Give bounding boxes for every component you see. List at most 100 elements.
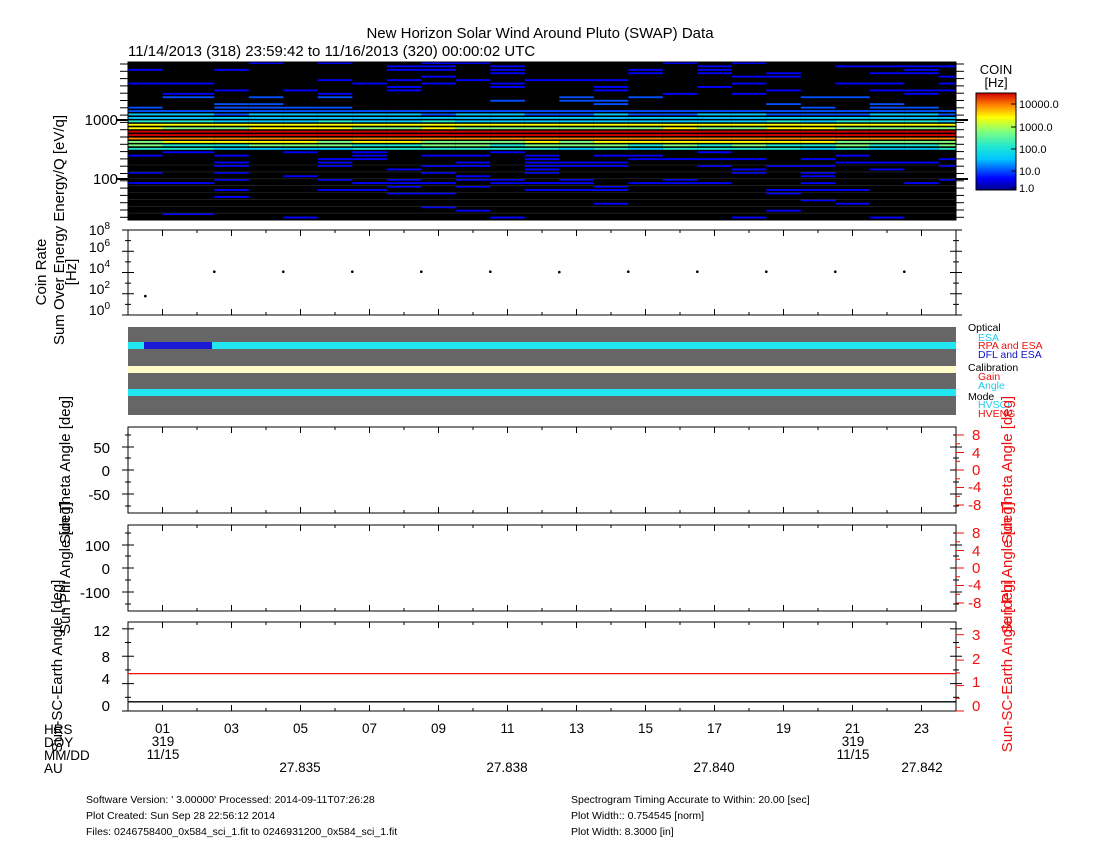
spectrogram-cell bbox=[593, 130, 629, 133]
spectrogram-cell bbox=[835, 110, 870, 112]
spectrogram-cell bbox=[524, 171, 560, 174]
spectrogram-cell bbox=[128, 182, 163, 185]
theta-right-tick-label: -8 bbox=[968, 497, 981, 514]
spectrogram-cell bbox=[214, 120, 249, 123]
spectrogram-cell bbox=[248, 110, 284, 112]
spectrogram-cell bbox=[869, 161, 905, 164]
sun-phi-ylabel-left: Sun Phi Angle [deg] bbox=[57, 502, 74, 634]
spectrogram-cell bbox=[128, 171, 163, 174]
spectrogram-cell bbox=[697, 120, 732, 123]
spectrogram-cell bbox=[662, 144, 698, 147]
colorbar-tick-label: 1000.0 bbox=[1019, 122, 1053, 134]
spectrogram-cell bbox=[490, 113, 525, 116]
spectrogram-cell bbox=[162, 137, 215, 140]
spectrogram-cell bbox=[455, 161, 491, 164]
spectrogram-cell bbox=[593, 189, 629, 191]
spectrogram-cell bbox=[283, 113, 318, 116]
spectrogram-cell bbox=[766, 130, 801, 133]
spectrogram-cell bbox=[662, 117, 698, 119]
spectrogram-cells bbox=[128, 62, 957, 219]
spectrogram-cell bbox=[455, 130, 491, 133]
phi-right-tick-label: 0 bbox=[972, 560, 980, 577]
spectrogram-cell bbox=[938, 113, 957, 116]
spectrogram-cell bbox=[800, 165, 836, 167]
spectrogram-cell bbox=[248, 96, 284, 99]
colorbar-title: COIN bbox=[980, 62, 1013, 77]
phi-right-tick-label: -4 bbox=[968, 577, 981, 594]
spectrogram-cell bbox=[317, 113, 353, 116]
spectrogram-cell bbox=[904, 106, 939, 109]
hrs-label: 15 bbox=[638, 721, 653, 736]
spectrogram-cell bbox=[214, 110, 249, 112]
spectrogram-cell bbox=[731, 92, 767, 95]
spectrogram-cell bbox=[214, 137, 249, 140]
spectrogram-cell bbox=[662, 120, 698, 123]
spectrogram-cell bbox=[162, 213, 215, 215]
sce-ytick-label: 4 bbox=[102, 671, 110, 688]
coin-rate-point bbox=[213, 270, 216, 274]
spectrogram-cell bbox=[283, 144, 318, 147]
spectrogram-cell bbox=[593, 147, 629, 150]
spectrogram-cell bbox=[128, 134, 163, 136]
spectrogram-cell bbox=[869, 123, 905, 126]
spectrogram-cell bbox=[317, 189, 353, 191]
spectrogram-cell bbox=[248, 62, 284, 64]
spectrogram-cell bbox=[559, 137, 594, 140]
legend-hvsci: HVSCI bbox=[978, 399, 1010, 411]
xaxis-row-mmdd: MM/DD bbox=[44, 748, 90, 763]
spectrogram-cell bbox=[800, 106, 836, 109]
sun-theta-ylabel-left: Sun Theta Angle [deg] bbox=[57, 396, 74, 544]
spectrogram-cell bbox=[524, 79, 560, 82]
spectrogram-cell bbox=[835, 189, 870, 191]
spectrogram-cell bbox=[628, 72, 663, 75]
spectrogram-cell bbox=[800, 144, 836, 147]
spectrogram-cell bbox=[317, 137, 353, 140]
spectrogram-cell bbox=[283, 123, 318, 126]
spectrogram-cell bbox=[162, 144, 215, 147]
spectrogram-cell bbox=[559, 141, 594, 143]
spectrogram-cell bbox=[938, 127, 957, 130]
spectrogram-cell bbox=[386, 141, 422, 143]
hrs-label: 17 bbox=[707, 721, 722, 736]
spectrogram-cell bbox=[938, 158, 957, 161]
spectrogram-cell bbox=[628, 110, 663, 112]
spectrogram-cell bbox=[386, 134, 422, 136]
coin-rate-ticks bbox=[122, 229, 962, 316]
spectrogram-cell bbox=[352, 137, 387, 140]
spectrogram-cell bbox=[800, 141, 836, 143]
hrs-label: 09 bbox=[431, 721, 446, 736]
spectrogram-cell bbox=[800, 96, 836, 99]
legend-calibration: Calibration bbox=[968, 362, 1018, 374]
spectrogram-cell bbox=[697, 127, 732, 130]
spectrogram-cell bbox=[128, 130, 163, 133]
spectrogram-cell bbox=[421, 120, 456, 123]
spectrogram-cell bbox=[662, 141, 698, 143]
spectrogram-cell bbox=[869, 113, 905, 116]
spectrogram-cell bbox=[628, 120, 663, 123]
spectrogram-cell bbox=[593, 123, 629, 126]
spectrogram-cell bbox=[766, 72, 801, 75]
spectrogram-cell bbox=[559, 165, 594, 167]
spectrogram-frame bbox=[127, 61, 957, 221]
spectrogram-cell bbox=[904, 137, 939, 140]
spectrogram-cell bbox=[421, 137, 456, 140]
coin-rate-point bbox=[420, 270, 423, 274]
spectrogram-cell bbox=[593, 117, 629, 119]
spectrogram-cell bbox=[904, 182, 939, 185]
spectrogram-cell bbox=[697, 141, 732, 143]
spectrogram-cell bbox=[697, 68, 732, 71]
mmdd-label: 11/15 bbox=[147, 747, 180, 762]
spectrogram-cell bbox=[283, 147, 318, 150]
spectrogram-cell bbox=[593, 79, 629, 82]
spectrogram-cell bbox=[524, 182, 560, 185]
spectrogram-cell bbox=[386, 117, 422, 119]
spectrogram-cell bbox=[421, 110, 456, 112]
spectrogram-cell bbox=[835, 137, 870, 140]
spectrogram-cell bbox=[593, 134, 629, 136]
spectrogram-cell bbox=[731, 137, 767, 140]
spectrogram-cell bbox=[524, 113, 560, 116]
hrs-label: 03 bbox=[224, 721, 239, 736]
theta-ytick-label: 0 bbox=[102, 463, 110, 480]
au-label: 27.840 bbox=[693, 760, 734, 775]
spectrogram-cell bbox=[835, 147, 870, 150]
